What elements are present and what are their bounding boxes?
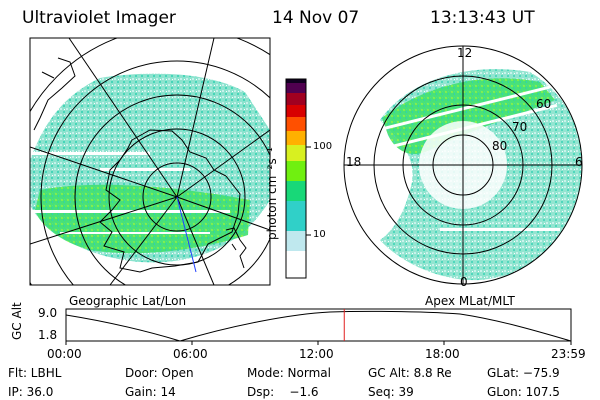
info-filter: Flt: LBHL xyxy=(8,366,62,380)
info-door: Door: Open xyxy=(125,366,194,380)
mlt-label-6: 6 xyxy=(575,155,583,169)
timeline-ylabel: GC Alt xyxy=(10,302,24,340)
left-map-caption: Geographic Lat/Lon xyxy=(69,294,187,308)
colorbar xyxy=(285,78,311,279)
colorbar-tick-10: 10 xyxy=(313,229,326,240)
colorbar-tick-100: 100 xyxy=(313,141,333,152)
left-aurora-image xyxy=(30,73,270,263)
mlat-label-60: 60 xyxy=(536,97,552,111)
timeline-tick-1200: 12:00 xyxy=(299,347,334,361)
mlt-label-18: 18 xyxy=(346,155,362,169)
magnetic-grid xyxy=(343,45,583,285)
timeline-tick-2359: 23:59 xyxy=(551,347,586,361)
timeline-frame xyxy=(65,308,572,342)
right-map-caption: Apex MLat/MLT xyxy=(425,294,515,308)
timeline-tick-0600: 06:00 xyxy=(173,347,208,361)
altitude-curve xyxy=(65,310,572,342)
timeline-tick-1800: 18:00 xyxy=(425,347,460,361)
info-ip: IP: 36.0 xyxy=(8,385,54,399)
timeline-ymin: 1.8 xyxy=(38,328,58,342)
header-date: 14 Nov 07 xyxy=(272,8,360,28)
header-time: 13:13:43 UT xyxy=(430,8,535,28)
mlt-label-12: 12 xyxy=(457,46,473,60)
mlat-label-70: 70 xyxy=(512,120,528,134)
info-glon: GLon: 107.5 xyxy=(487,385,560,399)
info-dsp: Dsp: −1.6 xyxy=(247,385,319,399)
mlt-label-0: 0 xyxy=(460,275,468,289)
info-gc-alt: GC Alt: 8.8 Re xyxy=(368,366,452,380)
info-mode: Mode: Normal xyxy=(247,366,331,380)
geographic-map xyxy=(30,38,270,285)
info-gain: Gain: 14 xyxy=(125,385,176,399)
instrument-title: Ultraviolet Imager xyxy=(22,8,176,28)
left-map-frame xyxy=(29,37,271,286)
mlat-label-80: 80 xyxy=(492,139,508,153)
info-seq: Seq: 39 xyxy=(368,385,414,399)
timeline-tick-0000: 00:00 xyxy=(47,347,82,361)
altitude-timeline xyxy=(65,308,572,345)
timeline-ymax: 9.0 xyxy=(38,306,58,320)
info-glat: GLat: −75.9 xyxy=(487,366,560,380)
colorbar-unit-label: photon cm⁻²s⁻¹ xyxy=(265,147,279,240)
